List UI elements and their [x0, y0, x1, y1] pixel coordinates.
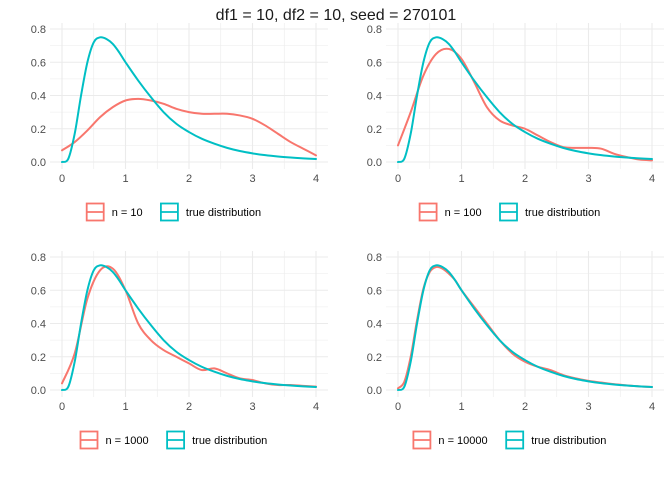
panel-1: 0 1 2 3 4 0.0 0.2 0.4 0.6 0.8 n = 10 true distribut… — [31, 23, 328, 222]
y-tick-label: 0.0 — [31, 385, 46, 397]
figure-title: df1 = 10, df2 = 10, seed = 270101 — [216, 7, 457, 24]
legend: n = 10 true distribution — [85, 202, 261, 222]
x-tick-label: 0 — [59, 173, 65, 185]
legend-label: true distribution — [525, 207, 600, 219]
legend-label: true distribution — [186, 207, 261, 219]
y-tick-label: 0.4 — [31, 319, 46, 331]
legend-label: n = 10 — [112, 207, 143, 219]
x-tick-label: 0 — [59, 401, 65, 413]
y-tick-label: 0.0 — [367, 157, 382, 169]
y-tick-label: 0.0 — [31, 157, 46, 169]
legend-item-sample: n = 100 — [418, 202, 482, 222]
legend-label: true distribution — [192, 435, 267, 447]
legend-item-true: true distribution — [159, 202, 261, 222]
y-tick-label: 0.2 — [367, 124, 382, 136]
y-tick-label: 0.8 — [31, 24, 46, 36]
x-tick-label: 4 — [313, 401, 319, 413]
y-tick-label: 0.6 — [367, 57, 382, 69]
x-tick-label: 0 — [395, 173, 401, 185]
sample-density-line — [397, 47, 653, 162]
x-tick-label: 0 — [395, 401, 401, 413]
x-tick-label: 1 — [122, 401, 128, 413]
panel-2: 0 1 2 3 4 0.0 0.2 0.4 0.6 0.8 n = 100 true distribu… — [367, 23, 664, 222]
panel-3: 0 1 2 3 4 0.0 0.2 0.4 0.6 0.8 n = 1000 true distrib… — [31, 251, 328, 450]
legend-label: true distribution — [531, 435, 606, 447]
x-tick-label: 3 — [585, 401, 591, 413]
y-tick-label: 0.8 — [31, 252, 46, 264]
x-tick-label: 4 — [649, 401, 655, 413]
x-tick-label: 3 — [249, 173, 255, 185]
legend: n = 10000 true distribution — [412, 430, 606, 450]
legend-item-sample: n = 1000 — [79, 430, 149, 450]
legend-label: n = 100 — [445, 207, 482, 219]
x-tick-label: 2 — [522, 173, 528, 185]
y-tick-label: 0.4 — [367, 91, 382, 103]
true-density-line — [397, 36, 653, 163]
legend: n = 100 true distribution — [418, 202, 600, 222]
x-tick-label: 2 — [522, 401, 528, 413]
x-tick-label: 4 — [649, 173, 655, 185]
x-tick-label: 2 — [186, 401, 192, 413]
y-tick-label: 0.2 — [367, 352, 382, 364]
x-tick-label: 1 — [458, 173, 464, 185]
x-tick-label: 3 — [249, 401, 255, 413]
y-tick-label: 0.6 — [31, 285, 46, 297]
legend-item-true: true distribution — [499, 202, 600, 222]
legend-label: n = 1000 — [106, 435, 149, 447]
true-density-line — [61, 36, 317, 163]
y-tick-label: 0.2 — [31, 124, 46, 136]
x-tick-label: 3 — [585, 173, 591, 185]
x-tick-label: 2 — [186, 173, 192, 185]
y-tick-label: 0.8 — [367, 24, 382, 36]
x-tick-label: 4 — [313, 173, 319, 185]
y-tick-label: 0.6 — [31, 57, 46, 69]
true-density-line — [61, 264, 317, 391]
panel-4: 0 1 2 3 4 0.0 0.2 0.4 0.6 0.8 n = 10000 true distri… — [367, 251, 664, 450]
sample-density-line — [61, 97, 317, 157]
x-tick-label: 1 — [458, 401, 464, 413]
x-tick-label: 1 — [122, 173, 128, 185]
y-tick-label: 0.0 — [367, 385, 382, 397]
y-tick-label: 0.8 — [367, 252, 382, 264]
true-density-line — [397, 264, 653, 391]
legend-item-sample: n = 10 — [85, 202, 143, 222]
legend-item-sample: n = 10000 — [412, 430, 488, 450]
y-tick-label: 0.6 — [367, 285, 382, 297]
legend-item-true: true distribution — [166, 430, 267, 450]
y-tick-label: 0.4 — [31, 91, 46, 103]
y-tick-label: 0.4 — [367, 319, 382, 331]
legend-item-true: true distribution — [505, 430, 606, 450]
y-tick-label: 0.2 — [31, 352, 46, 364]
legend: n = 1000 true distribution — [79, 430, 267, 450]
legend-label: n = 10000 — [438, 435, 487, 447]
